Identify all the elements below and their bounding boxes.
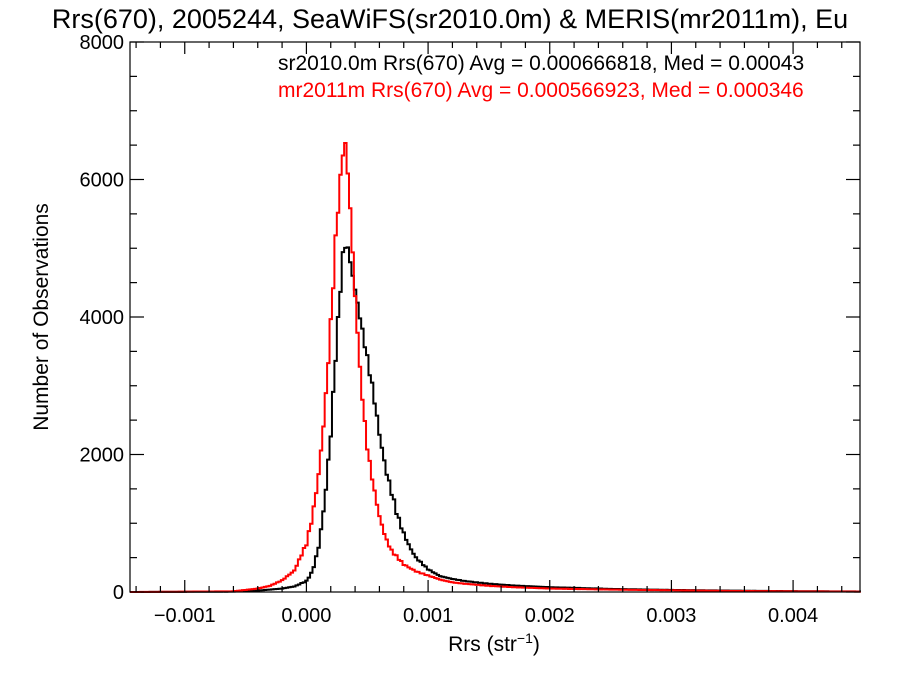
chart-title: Rrs(670), 2005244, SeaWiFS(sr2010.0m) & …	[52, 4, 848, 34]
x-tick-label: −0.001	[154, 605, 216, 627]
x-tick-label: 0.000	[281, 605, 331, 627]
x-tick-label: 0.001	[403, 605, 453, 627]
series-layer	[130, 142, 861, 593]
series-line-sr2010.0m	[130, 246, 861, 593]
y-tick-label: 4000	[80, 307, 125, 329]
y-tick-label: 0	[113, 582, 124, 604]
y-axis-label: Number of Observations	[30, 203, 53, 431]
x-tick-label: 0.002	[525, 605, 575, 627]
ticks-layer: −0.001 0.000 0.001 0.002 0.003 0.004 0 2000 4000…	[80, 32, 860, 627]
x-tick-label: 0.004	[768, 605, 818, 627]
series-line-mr2011m	[130, 142, 861, 593]
y-tick-label: 6000	[80, 170, 125, 192]
y-tick-label: 2000	[80, 445, 125, 467]
x-axis-label: Rrs (str−1)	[448, 630, 540, 656]
stat-label-sr2010: sr2010.0m Rrs(670) Avg = 0.000666818, Me…	[278, 52, 804, 75]
plot-frame	[129, 41, 861, 593]
x-tick-label: 0.003	[646, 605, 696, 627]
stat-label-mr2011: mr2011m Rrs(670) Avg = 0.000566923, Med …	[278, 79, 804, 102]
y-tick-label: 8000	[80, 32, 125, 54]
